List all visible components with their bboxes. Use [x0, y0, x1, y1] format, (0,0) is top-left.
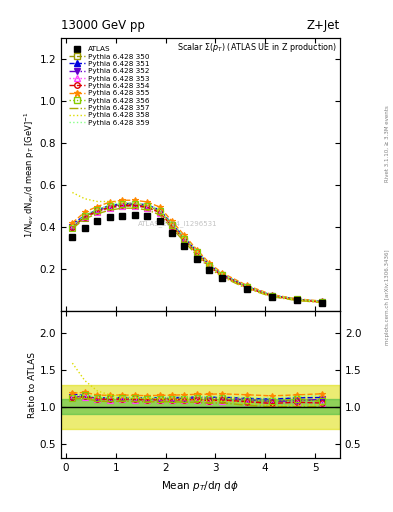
Y-axis label: 1/N$_{ev}$ dN$_{ev}$/d mean p$_T$ [GeV]$^{-1}$: 1/N$_{ev}$ dN$_{ev}$/d mean p$_T$ [GeV]$… [22, 111, 37, 238]
Bar [61, 385, 340, 429]
Legend: ATLAS, Pythia 6.428 350, Pythia 6.428 351, Pythia 6.428 352, Pythia 6.428 353, P: ATLAS, Pythia 6.428 350, Pythia 6.428 35… [67, 45, 151, 127]
Text: Scalar $\Sigma(p_T)$ (ATLAS UE in Z production): Scalar $\Sigma(p_T)$ (ATLAS UE in Z prod… [177, 41, 337, 54]
X-axis label: Mean $p_T$/d$\eta$ d$\phi$: Mean $p_T$/d$\eta$ d$\phi$ [162, 479, 239, 493]
Text: ATLAS_2014_I1296531: ATLAS_2014_I1296531 [138, 220, 218, 227]
Text: Rivet 3.1.10, ≥ 3.3M events: Rivet 3.1.10, ≥ 3.3M events [385, 105, 390, 182]
Y-axis label: Ratio to ATLAS: Ratio to ATLAS [28, 352, 37, 418]
Text: 13000 GeV pp: 13000 GeV pp [61, 19, 145, 32]
Text: Z+Jet: Z+Jet [307, 19, 340, 32]
Text: mcplots.cern.ch [arXiv:1306.3436]: mcplots.cern.ch [arXiv:1306.3436] [385, 249, 390, 345]
Bar [61, 399, 340, 414]
